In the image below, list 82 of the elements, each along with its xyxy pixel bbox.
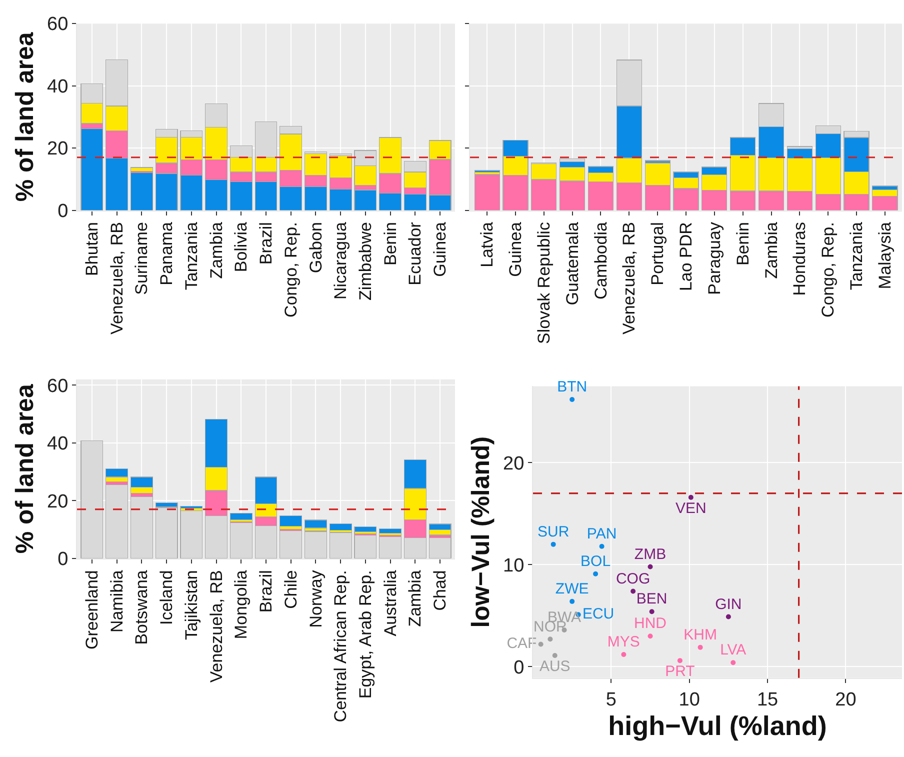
x-tick-label: Suriname — [132, 222, 152, 295]
data-label: MYS — [607, 634, 640, 651]
data-label: HND — [634, 615, 667, 632]
data-label: ZWE — [555, 580, 589, 598]
x-tick-label: Venezuela, RB — [620, 222, 639, 335]
y-tick-label: 0 — [514, 657, 524, 678]
x-tick-label: Tajikistan — [182, 570, 201, 640]
x-tick-label: Benin — [380, 222, 400, 266]
y-tick-label: 60 — [47, 14, 68, 36]
x-tick-label: Tanzania — [182, 222, 201, 290]
data-label: BOL — [580, 553, 611, 570]
x-tick-label: Botswana — [132, 570, 152, 645]
x-tick-label: Guinea — [430, 222, 450, 277]
x-tick-label: Benin — [733, 222, 752, 266]
x-tick-label: Honduras — [790, 222, 810, 296]
x-tick-label: Portugal — [648, 222, 668, 286]
x-tick-label: Venezuela, RB — [206, 570, 226, 683]
data-label: PRT — [665, 662, 695, 680]
y-tick-label: 60 — [47, 376, 68, 397]
x-tick-label: Egypt, Arab Rep. — [356, 570, 375, 699]
data-label: SUR — [537, 523, 570, 540]
data-label: CAF — [506, 635, 537, 652]
x-tick-label: Latvia — [478, 222, 497, 268]
x-tick-label: Congo, Rep. — [818, 222, 838, 318]
x-tick-label: Namibia — [107, 570, 126, 632]
data-label: ZMB — [634, 546, 666, 563]
data-label: AUS — [539, 658, 570, 675]
y-axis-title: % of land area — [10, 383, 39, 554]
x-tick-label: Paraguay — [704, 222, 724, 295]
data-label: BEN — [636, 590, 668, 608]
x-tick-label: Malaysia — [875, 222, 894, 290]
x-tick-label: 10 — [678, 690, 700, 711]
x-tick-label: Zambia — [762, 222, 781, 279]
x-tick-label: Brazil — [256, 570, 276, 613]
x-tick-label: Chile — [281, 570, 300, 609]
x-tick-label: Greenland — [82, 570, 102, 650]
x-tick-label: Bhutan — [82, 222, 102, 276]
x-tick-label: Central African Rep. — [331, 570, 350, 722]
x-tick-label: Ecuador — [406, 222, 425, 286]
y-tick-label: 20 — [503, 453, 524, 474]
x-tick-label: Zambia — [406, 570, 425, 627]
x-tick-label: Chad — [430, 570, 450, 611]
data-label: BTN — [557, 378, 588, 396]
x-tick-label: Slovak Republic — [534, 222, 554, 344]
x-tick-label: Zimbabwe — [356, 222, 375, 300]
x-axis-title: high−Vul (%land) — [608, 711, 827, 742]
data-label: COG — [616, 570, 650, 588]
x-tick-label: Mongolia — [232, 570, 251, 640]
x-tick-label: Norway — [306, 570, 326, 628]
x-tick-label: 5 — [606, 690, 616, 711]
x-tick-label: 15 — [756, 690, 778, 711]
y-tick-label: 40 — [47, 434, 68, 455]
x-tick-label: Lao PDR — [676, 222, 696, 292]
y-tick-label: 20 — [47, 491, 68, 512]
y-tick-label: 40 — [47, 76, 68, 98]
x-tick-label: Nicaragua — [331, 222, 350, 300]
x-tick-label: Tanzania — [847, 222, 866, 290]
y-axis-title: low−Vul (%land) — [466, 436, 495, 628]
y-tick-label: 20 — [47, 138, 68, 160]
x-tick-label: Zambia — [206, 222, 226, 279]
x-tick-label: Australia — [380, 570, 400, 636]
y-axis-title: % of land area — [10, 31, 39, 202]
x-tick-label: Bolivia — [232, 222, 251, 272]
x-tick-label: Cambodia — [591, 222, 610, 300]
data-label: ECU — [582, 605, 614, 622]
x-tick-label: Iceland — [157, 570, 176, 625]
x-tick-label: Guatemala — [562, 222, 582, 306]
y-tick-label: 0 — [58, 200, 68, 222]
x-tick-label: Venezuela, RB — [107, 222, 126, 335]
x-tick-label: Brazil — [256, 222, 276, 265]
data-label: VEN — [676, 500, 706, 517]
data-label: KHM — [684, 626, 717, 644]
data-label: GIN — [715, 596, 742, 613]
data-label: PAN — [586, 525, 617, 542]
data-label: LVA — [720, 642, 746, 659]
x-tick-label: Gabon — [306, 222, 326, 274]
x-tick-label: Panama — [157, 222, 176, 286]
x-tick-label: Congo, Rep. — [281, 222, 300, 318]
x-tick-label: 20 — [835, 690, 856, 711]
y-tick-label: 0 — [58, 548, 68, 570]
x-tick-label: Guinea — [506, 222, 525, 277]
y-tick-label: 10 — [503, 555, 524, 576]
